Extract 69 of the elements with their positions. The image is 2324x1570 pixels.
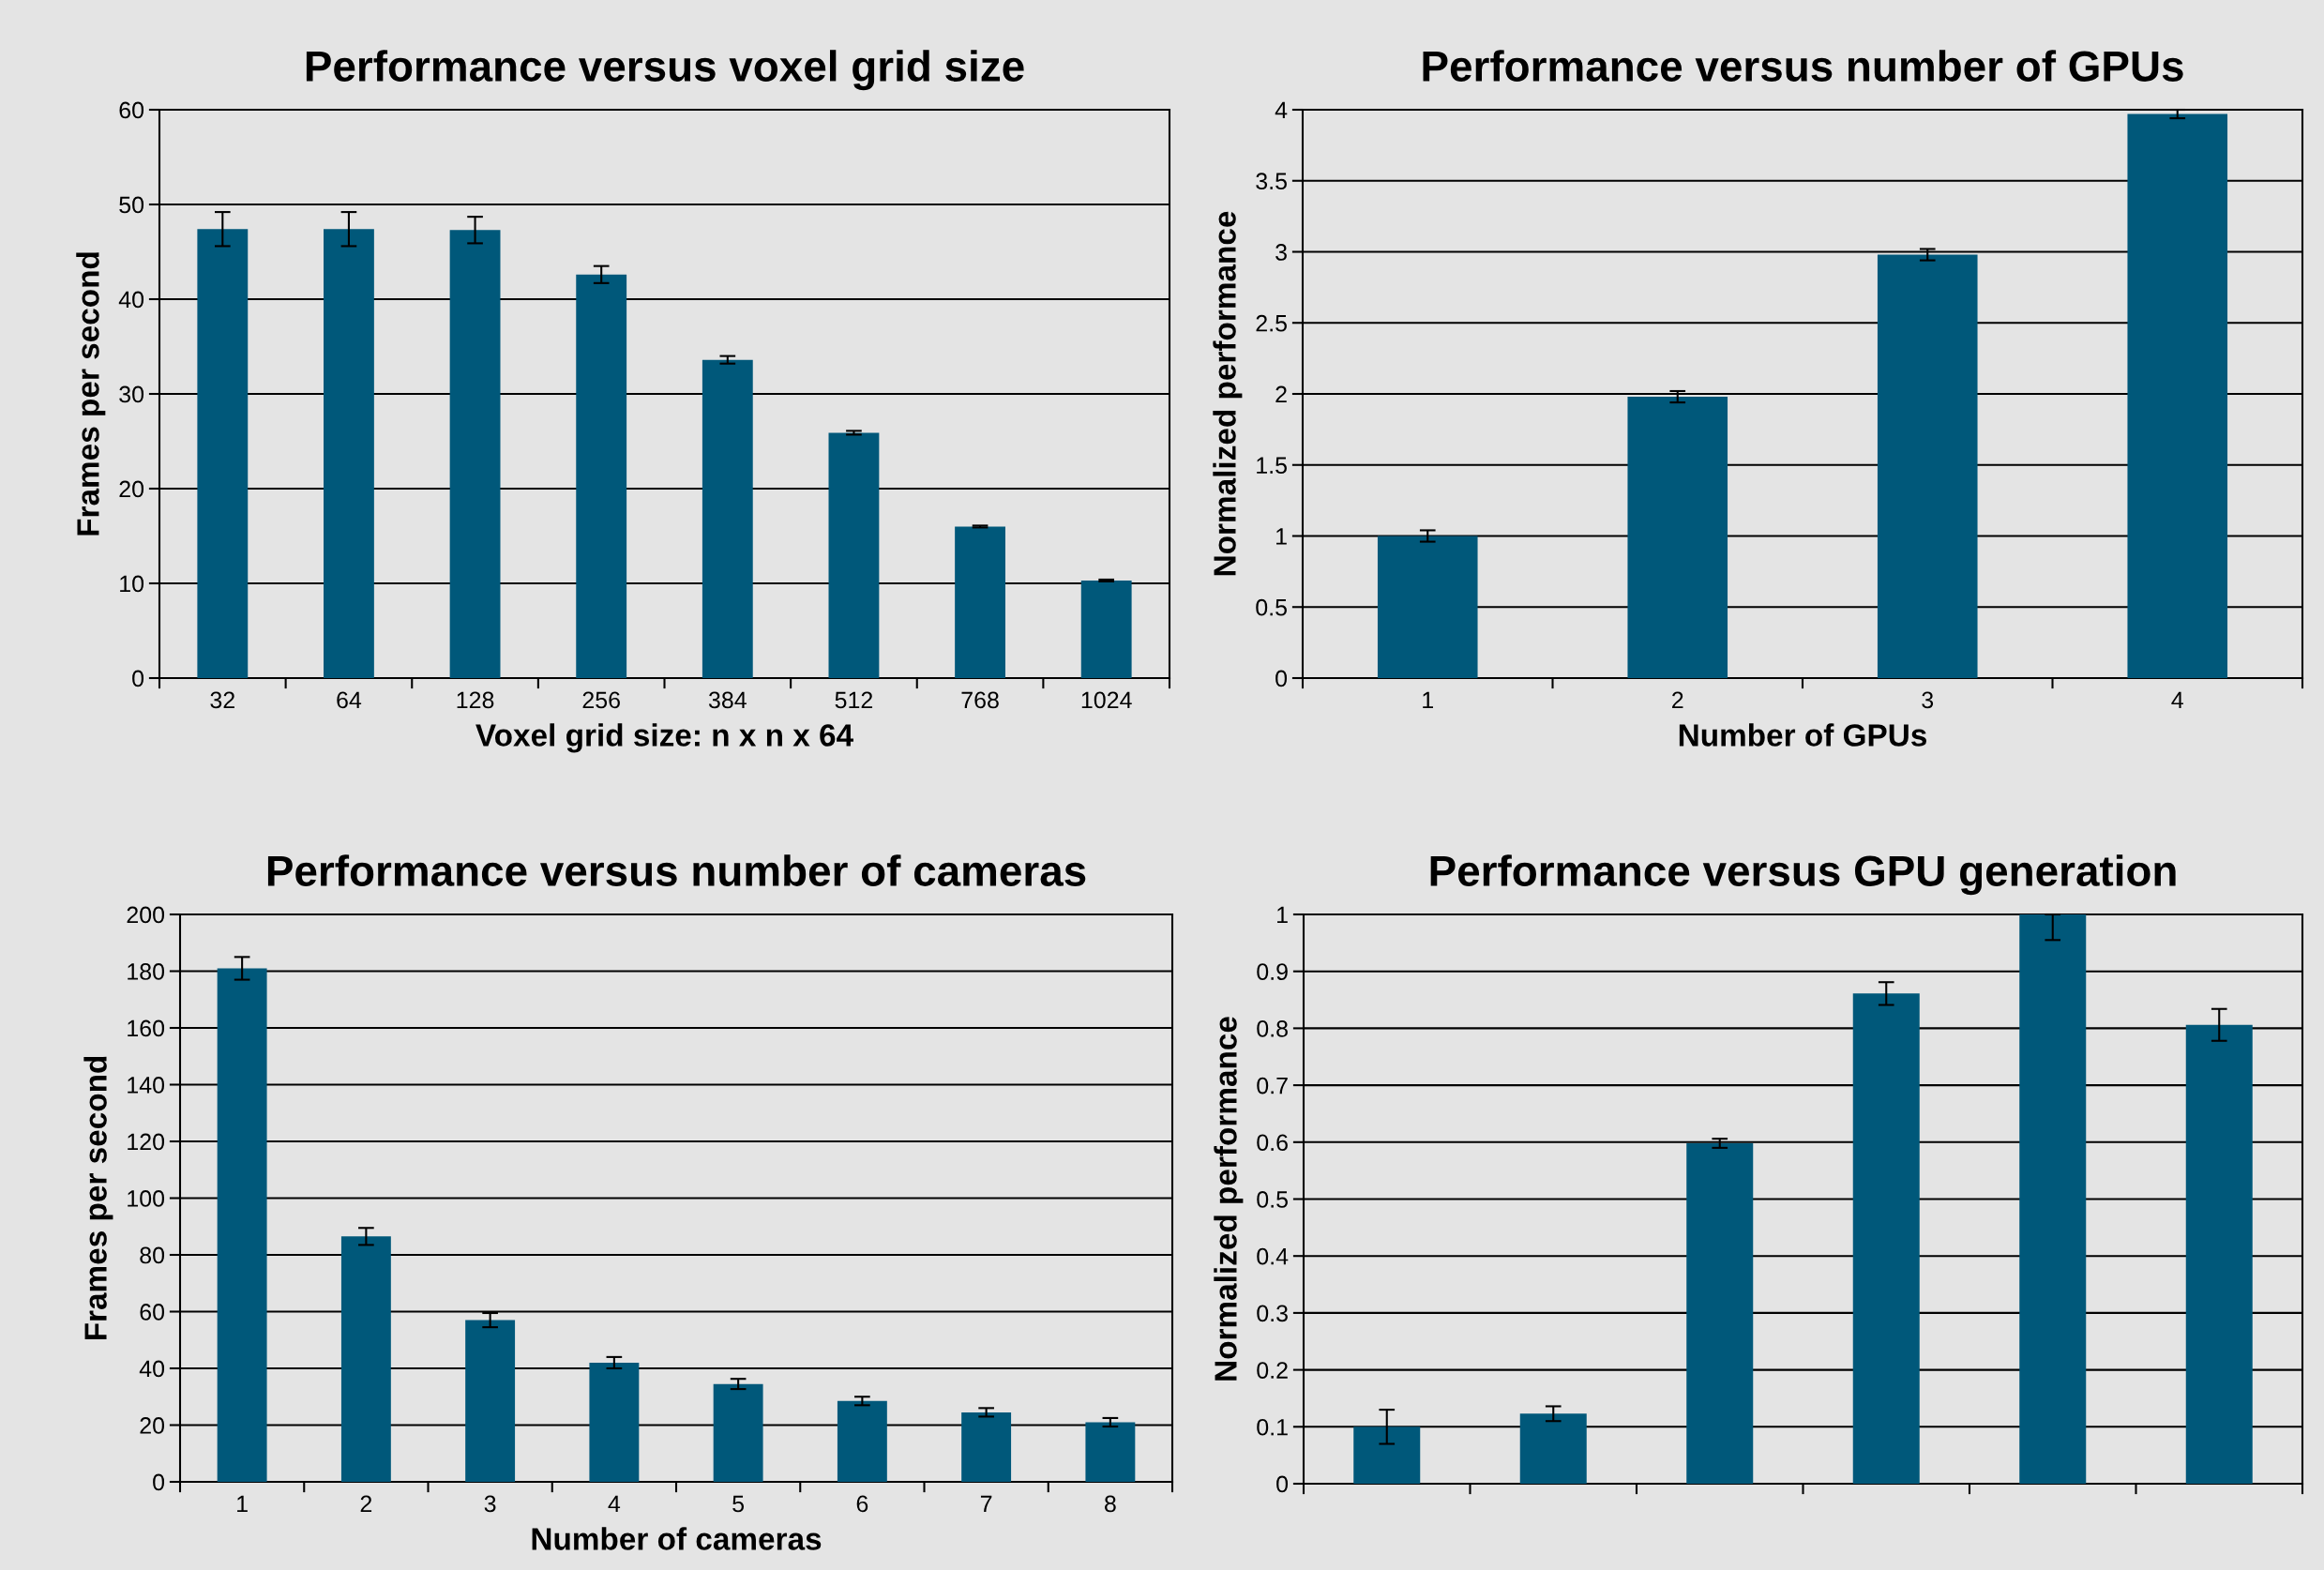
x-tick-label: 5 [732, 1495, 745, 1513]
y-tick-label: 140 [128, 1077, 165, 1094]
y-tick-label: 4 [1275, 101, 1288, 119]
y-tick-label: 100 [128, 1190, 165, 1207]
y-tick-label: 1 [1277, 906, 1288, 924]
y-tick-label: 0.3 [1257, 1305, 1288, 1322]
chart-title: Performance versus number of GPUs [1423, 50, 2183, 82]
y-tick-label: 0.9 [1257, 963, 1288, 980]
y-tick-label: 10 [120, 575, 144, 593]
y-tick-label: 160 [128, 1019, 165, 1037]
x-tick-label: 7 [980, 1495, 992, 1513]
x-tick-label: 32 [210, 691, 234, 709]
y-axis-title: Frames per second [83, 1056, 113, 1340]
y-tick-label: 40 [118, 291, 144, 309]
y-tick-label: 0 [1275, 670, 1288, 687]
x-tick-label: 3 [484, 1495, 496, 1513]
y-tick-label: 3 [1275, 244, 1287, 261]
x-tick-label: 768 [961, 691, 999, 709]
y-tick-label: 80 [140, 1246, 165, 1264]
y-tick-label: 0.2 [1257, 1362, 1288, 1379]
x-tick-label: 8 [1105, 1495, 1116, 1513]
y-tick-label: 60 [119, 101, 144, 119]
y-tick-label: 0.8 [1257, 1020, 1288, 1037]
x-tick-label: 512 [835, 691, 873, 709]
y-tick-label: 1 [1276, 528, 1287, 545]
x-axis-title: Voxel grid size: n x n x 64 [475, 723, 853, 753]
x-axis-title: Number of GPUs [1679, 723, 1926, 747]
y-tick-label: 40 [139, 1360, 165, 1378]
x-tick-label: 6 [856, 1495, 868, 1513]
y-tick-label: 0.6 [1257, 1134, 1288, 1152]
x-tick-label: 2 [360, 1495, 372, 1513]
chart-title: Performance versus number of cameras [267, 854, 1086, 886]
y-tick-label: 0.5 [1257, 1191, 1288, 1208]
y-tick-label: 0 [1276, 1475, 1289, 1493]
y-tick-label: 0 [153, 1473, 165, 1491]
y-tick-label: 30 [119, 385, 144, 403]
y-tick-label: 50 [119, 196, 144, 214]
x-tick-label: 1 [237, 1495, 248, 1513]
y-tick-label: 2 [1275, 385, 1287, 403]
x-tick-label: 4 [2171, 691, 2183, 709]
x-tick-label: 1 [1423, 691, 1433, 709]
x-tick-label: 256 [582, 691, 620, 709]
y-tick-label: 20 [140, 1417, 165, 1434]
y-tick-label: 0.5 [1256, 598, 1287, 616]
y-tick-label: 120 [128, 1133, 165, 1151]
y-tick-label: 0.4 [1257, 1247, 1289, 1265]
y-tick-label: 20 [119, 480, 144, 498]
x-tick-label: 2 [1672, 691, 1683, 709]
chart-title: Performance versus GPU generation [1430, 854, 2176, 896]
x-tick-label: 3 [1922, 691, 1934, 709]
y-axis-title: Normalized performance [1214, 1017, 1244, 1381]
y-tick-label: 60 [140, 1304, 165, 1321]
y-tick-label: 200 [127, 906, 165, 924]
x-tick-label: 384 [708, 691, 747, 709]
chart-title: Performance versus voxel grid size [306, 50, 1024, 91]
y-axis-title: Normalized performance [1213, 211, 1243, 576]
y-tick-label: 0 [132, 670, 144, 687]
y-tick-label: 3.5 [1256, 173, 1287, 190]
x-tick-label: 4 [608, 1495, 621, 1513]
y-tick-label: 2.5 [1256, 314, 1287, 332]
y-tick-label: 0.7 [1257, 1077, 1288, 1094]
x-tick-label: 64 [337, 691, 362, 709]
y-tick-label: 0.1 [1257, 1418, 1288, 1436]
x-tick-label: 1024 [1081, 691, 1132, 709]
x-tick-label: 128 [457, 691, 494, 709]
y-tick-label: 1.5 [1257, 457, 1287, 475]
x-axis-title: Number of cameras [532, 1527, 822, 1550]
y-tick-label: 180 [128, 963, 165, 980]
y-axis-title: Frames per second [76, 252, 106, 536]
